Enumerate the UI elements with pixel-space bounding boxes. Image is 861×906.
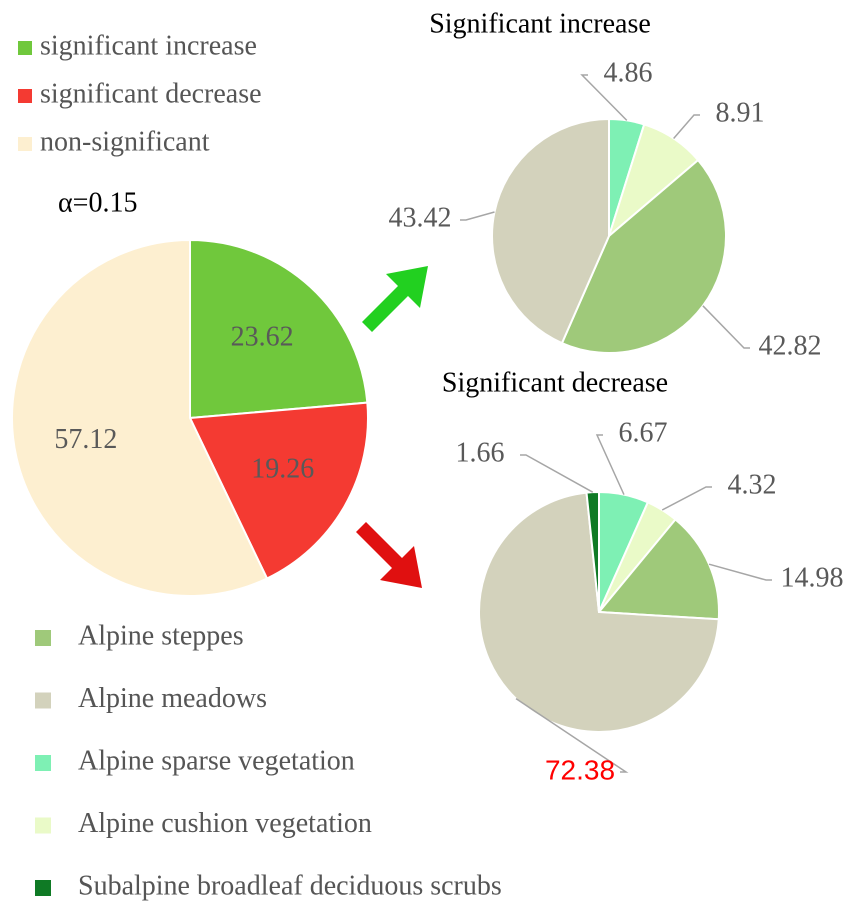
leader-line [661, 486, 712, 511]
annotation: α=0.15 [58, 187, 137, 218]
legend-swatch [35, 817, 51, 834]
pie-slice [11, 238, 269, 597]
pie-title: Significant decrease [442, 367, 668, 398]
legend-label: non-significant [40, 126, 210, 157]
leader-line [580, 74, 628, 121]
legend-label: Alpine cushion vegetation [78, 808, 372, 839]
leader-line [520, 454, 594, 493]
value-label: 43.42 [389, 202, 452, 233]
leader-line [708, 563, 772, 581]
value-label: 23.62 [231, 322, 294, 353]
value-label: 72.38 [545, 754, 615, 785]
value-label: 14.98 [781, 562, 844, 593]
value-label: 4.32 [728, 469, 777, 500]
leader-line [673, 114, 700, 139]
legend-swatch [18, 41, 32, 55]
leader-line [702, 305, 750, 349]
value-label: 8.91 [716, 97, 765, 128]
pie-slice [560, 158, 727, 354]
pie-slice [585, 490, 600, 613]
increase-arrow [362, 266, 428, 332]
legend-label: Alpine meadows [78, 683, 267, 714]
leader-line [595, 434, 625, 495]
legend-swatch [18, 89, 32, 103]
legend-label: significant increase [40, 30, 257, 61]
leader-line [460, 211, 495, 221]
value-label: 6.67 [619, 417, 668, 448]
legend-swatch [35, 880, 51, 896]
value-label: 4.86 [604, 57, 653, 88]
legend-label: Alpine sparse vegetation [78, 745, 355, 776]
value-label: 42.82 [759, 330, 822, 361]
pie-slice [188, 401, 369, 580]
value-label: 1.66 [456, 437, 505, 468]
legend-swatch [35, 630, 51, 646]
legend-label: Alpine steppes [78, 620, 244, 651]
pie-slice [189, 238, 369, 420]
value-label: 57.12 [54, 424, 117, 455]
decrease-arrow [356, 522, 422, 588]
legend-label: significant decrease [40, 78, 262, 109]
leader-line [515, 698, 629, 773]
legend-swatch [18, 137, 32, 151]
pie-title: Significant increase [429, 8, 651, 39]
pie-slice [596, 518, 720, 621]
legend-swatch [35, 755, 51, 771]
legend-swatch [35, 692, 51, 709]
value-label: 19.26 [251, 453, 314, 484]
legend-label: Subalpine broadleaf deciduous scrubs [78, 870, 502, 901]
pie-slice [478, 491, 720, 733]
